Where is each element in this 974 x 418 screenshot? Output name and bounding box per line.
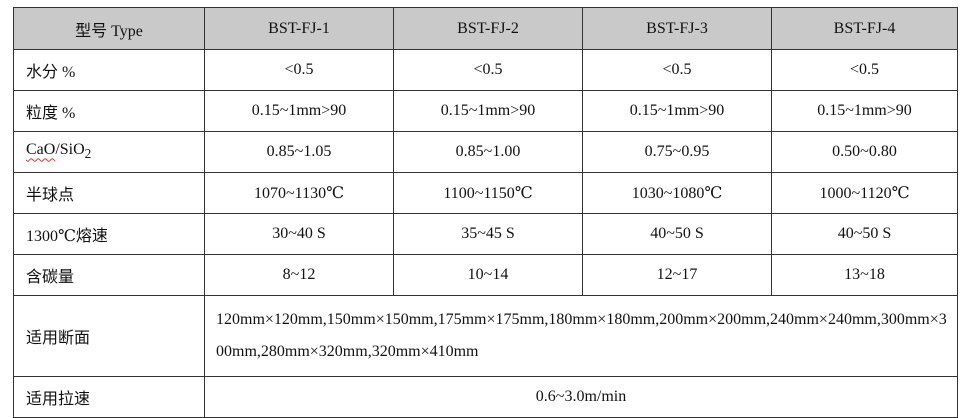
row-label-basicity: CaO/SiO2 (13, 131, 205, 173)
table-row-granularity: 粒度 % 0.15~1mm>90 0.15~1mm>90 0.15~1mm>90… (13, 90, 958, 132)
header-model-1: BST-FJ-1 (204, 7, 394, 50)
table-cell: 1000~1120℃ (771, 172, 958, 214)
table-cell: 40~50 S (582, 213, 772, 255)
table-cell: 10~14 (393, 254, 583, 296)
row-label-hemisphere-point: 半球点 (13, 172, 205, 214)
table-cell: <0.5 (771, 49, 958, 91)
applicable-sections-value: 120mm×120mm,150mm×150mm,175mm×175mm,180m… (204, 295, 958, 377)
table-row-basicity: CaO/SiO2 0.85~1.05 0.85~1.00 0.75~0.95 0… (13, 131, 958, 173)
table-cell: 0.85~1.05 (204, 131, 394, 173)
table-cell: 0.15~1mm>90 (204, 90, 394, 132)
table-cell: 0.15~1mm>90 (771, 90, 958, 132)
table-row-moisture: 水分 % <0.5 <0.5 <0.5 <0.5 (13, 49, 958, 91)
table-cell: 13~18 (771, 254, 958, 296)
table-cell: 1030~1080℃ (582, 172, 772, 214)
table-header: 型号 Type BST-FJ-1 BST-FJ-2 BST-FJ-3 BST-F… (13, 7, 958, 50)
table-cell: <0.5 (582, 49, 772, 91)
table-row-hemisphere-point: 半球点 1070~1130℃ 1100~1150℃ 1030~1080℃ 100… (13, 172, 958, 214)
row-label-carbon-content: 含碳量 (13, 254, 205, 296)
table-cell: 1100~1150℃ (393, 172, 583, 214)
table-cell: 0.50~0.80 (771, 131, 958, 173)
header-model-4: BST-FJ-4 (771, 7, 958, 50)
row-label-casting-speed: 适用拉速 (13, 376, 205, 418)
header-type-cell: 型号 Type (13, 7, 205, 50)
table-cell: 8~12 (204, 254, 394, 296)
table-cell: 0.15~1mm>90 (582, 90, 772, 132)
table-row-melt-speed: 1300℃熔速 30~40 S 35~45 S 40~50 S 40~50 S (13, 213, 958, 255)
table-cell: 12~17 (582, 254, 772, 296)
table-cell: 30~40 S (204, 213, 394, 255)
table-cell: 0.15~1mm>90 (393, 90, 583, 132)
spec-table: 型号 Type BST-FJ-1 BST-FJ-2 BST-FJ-3 BST-F… (13, 7, 958, 418)
row-label-applicable-sections: 适用断面 (13, 295, 205, 377)
table-cell: 0.85~1.00 (393, 131, 583, 173)
table-cell: 0.75~0.95 (582, 131, 772, 173)
table-body: 水分 % <0.5 <0.5 <0.5 <0.5 粒度 % 0.15~1mm>9… (13, 49, 958, 418)
row-label-melt-speed: 1300℃熔速 (13, 213, 205, 255)
table-cell: <0.5 (204, 49, 394, 91)
table-row-casting-speed: 适用拉速 0.6~3.0m/min (13, 376, 958, 418)
table-row-carbon-content: 含碳量 8~12 10~14 12~17 13~18 (13, 254, 958, 296)
table-row-applicable-sections: 适用断面 120mm×120mm,150mm×150mm,175mm×175mm… (13, 295, 958, 377)
table-cell: <0.5 (393, 49, 583, 91)
row-label-granularity: 粒度 % (13, 90, 205, 132)
row-label-basicity-suffix: /SiO (55, 141, 85, 159)
header-model-3: BST-FJ-3 (582, 7, 772, 50)
row-label-basicity-subscript: 2 (84, 146, 92, 162)
table-cell: 1070~1130℃ (204, 172, 394, 214)
row-label-basicity-prefix: CaO (26, 141, 56, 159)
header-row: 型号 Type BST-FJ-1 BST-FJ-2 BST-FJ-3 BST-F… (13, 7, 958, 50)
table-cell: 40~50 S (771, 213, 958, 255)
row-label-moisture: 水分 % (13, 49, 205, 91)
header-model-2: BST-FJ-2 (393, 7, 583, 50)
table-cell: 35~45 S (393, 213, 583, 255)
casting-speed-value: 0.6~3.0m/min (204, 376, 958, 418)
